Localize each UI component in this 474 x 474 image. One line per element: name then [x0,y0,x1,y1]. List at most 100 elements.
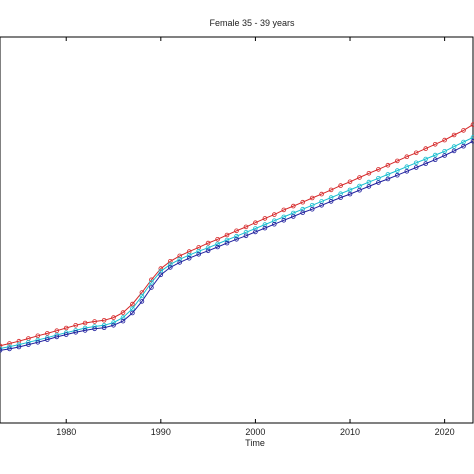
data-point [309,195,315,201]
data-point [139,293,145,299]
data-point [470,138,474,144]
data-point [168,262,173,267]
data-point [290,203,296,209]
data-point [442,153,447,158]
data-point [300,199,306,205]
data-point [262,225,268,231]
data-point [413,160,419,166]
data-point [101,325,107,331]
data-point [281,207,287,213]
data-point [253,220,258,226]
data-point [366,171,372,176]
x-tick-label: 1980 [56,427,76,437]
data-point [205,240,211,246]
series-line [0,124,474,347]
data-point [111,322,116,328]
data-point [376,167,381,172]
data-point [394,168,400,173]
series-1 [0,135,474,351]
plot-frame [0,36,474,424]
data-point [271,221,277,227]
data-point [26,342,31,347]
data-point [0,348,3,353]
data-point [423,146,429,151]
data-point [347,191,353,197]
series-line [0,136,474,349]
data-point [366,184,372,189]
data-point [111,320,116,325]
data-point [215,237,220,242]
data-point [328,187,334,193]
data-point [470,122,474,127]
data-point [130,310,135,316]
data-point [271,212,277,217]
data-point [423,161,429,166]
data-point [7,341,12,346]
data-point [357,187,362,193]
data-point [63,325,69,331]
data-point [262,216,268,221]
data-point [253,229,258,235]
data-point [0,346,3,351]
data-point [196,252,202,257]
data-point [73,322,78,328]
x-axis-ticks: 1980 1990 2000 2010 2020 [56,37,455,437]
data-point [451,148,457,154]
data-point [309,206,315,212]
data-point [158,266,164,271]
chart-title: Female 35 - 39 years [209,18,295,28]
data-point [442,137,447,143]
x-tick-label: 2020 [435,427,455,437]
data-point [120,310,126,315]
data-point [215,241,220,247]
data-point [205,245,211,251]
data-point [63,332,69,337]
data-point [347,179,353,185]
data-point [432,157,438,163]
plot-area-border [0,36,474,424]
data-point [44,331,50,336]
data-point [54,328,60,334]
data-point [224,237,230,243]
data-point [243,224,249,230]
data-point [82,320,88,326]
data-point [385,162,391,168]
series-0 [0,122,474,349]
data-point [177,256,183,262]
data-point [215,244,220,250]
data-point [290,214,296,219]
data-point [92,319,97,324]
data-point [281,218,287,223]
data-point [234,237,239,242]
data-point [404,154,410,160]
data-point [177,260,183,265]
data-point [139,299,145,304]
data-point [253,226,258,231]
series-line [0,140,474,351]
data-point [186,252,192,258]
data-point [461,143,466,149]
data-point [205,248,211,254]
data-point [0,343,3,349]
data-point [404,169,410,174]
data-point [451,132,457,138]
data-point [101,317,107,323]
data-point [234,228,239,234]
data-point [111,315,116,320]
data-point [196,248,202,254]
data-point [413,150,419,156]
data-point [186,255,192,261]
data-point [130,301,135,307]
data-point [73,329,78,335]
data-point [413,165,419,170]
data-point [338,183,343,188]
x-tick-label: 2010 [340,427,360,437]
data-point [44,337,50,342]
x-tick-label: 1990 [151,427,171,437]
data-point [168,258,173,264]
data-point [234,233,239,239]
data-point [404,164,410,170]
x-axis-label: Time [245,438,265,448]
data-point [366,179,372,185]
